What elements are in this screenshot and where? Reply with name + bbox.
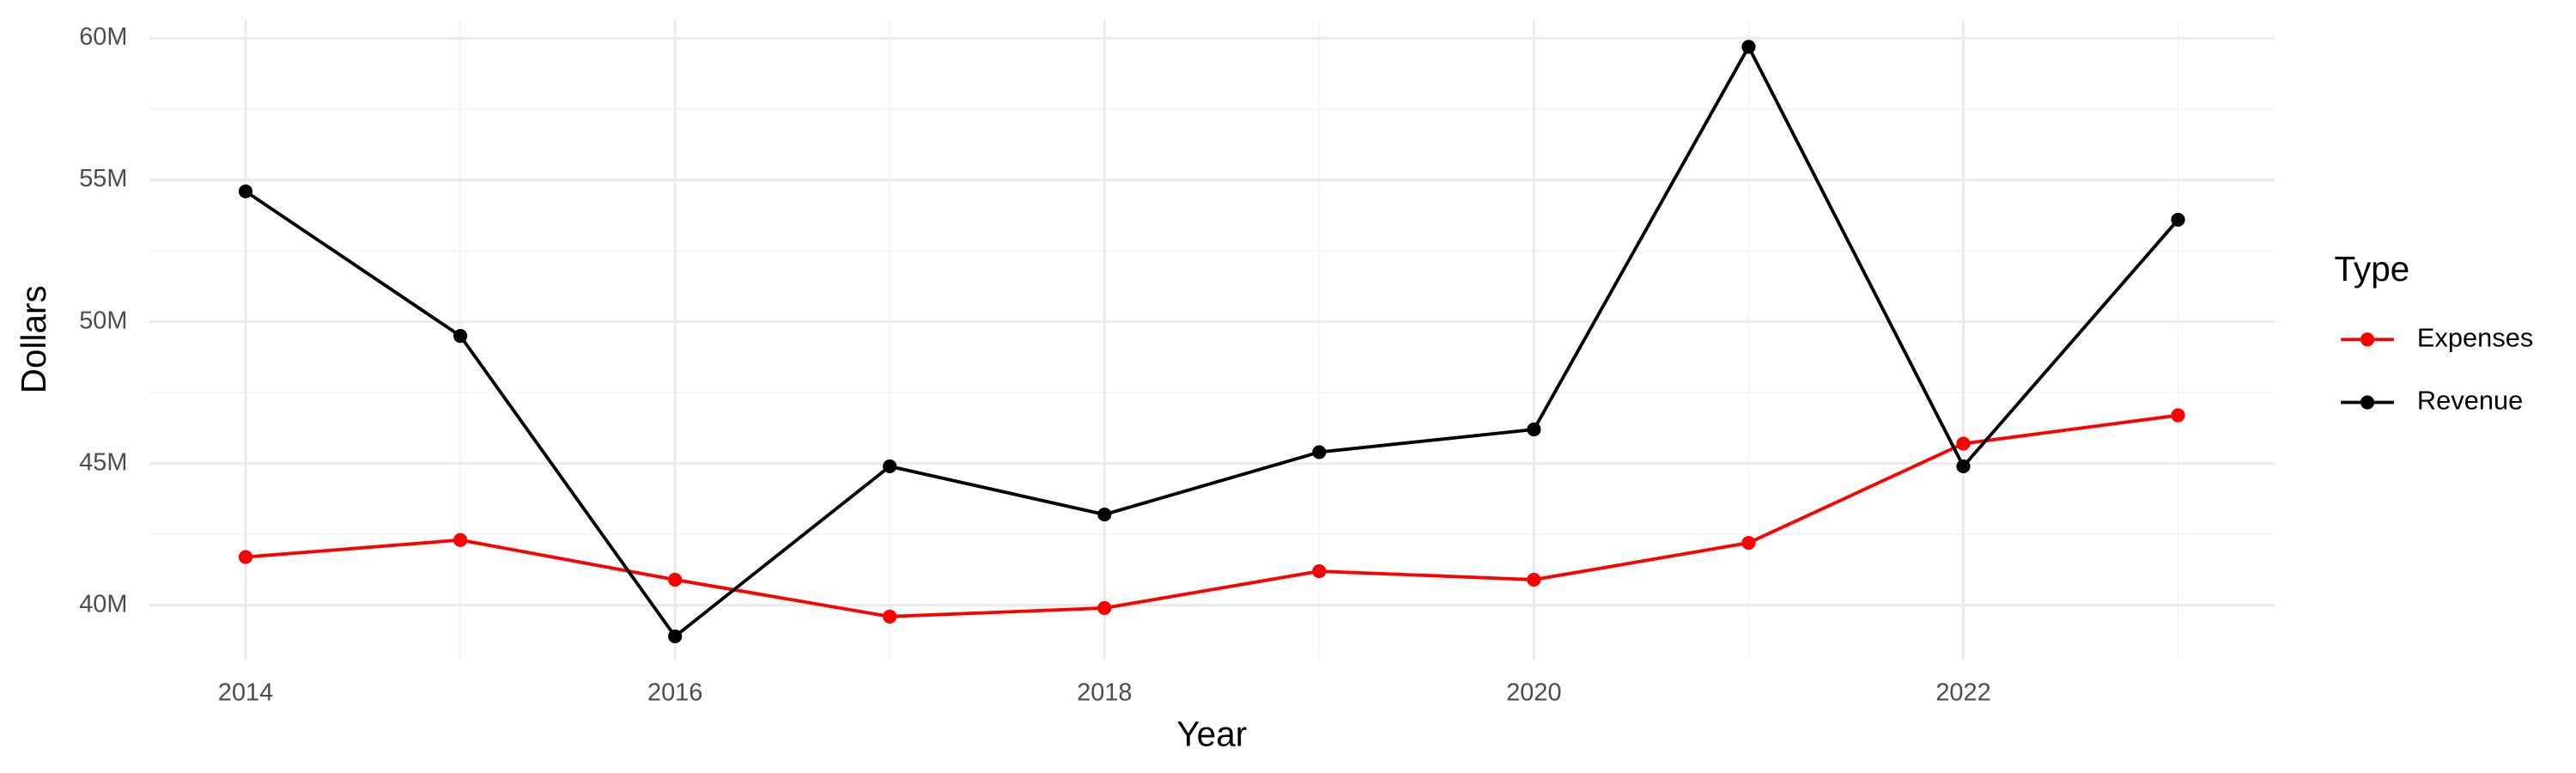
data-point — [2171, 212, 2185, 227]
x-tick-label: 2020 — [1506, 679, 1561, 706]
x-tick-label: 2018 — [1077, 679, 1132, 706]
grid — [149, 20, 2275, 660]
data-point — [1741, 535, 1756, 551]
y-tick-label: 50M — [79, 307, 127, 334]
data-point — [1956, 459, 1971, 474]
y-tick-label: 40M — [79, 590, 127, 618]
data-point — [2171, 408, 2185, 423]
series-line — [245, 413, 2178, 618]
x-axis-title: Year — [1176, 715, 1247, 754]
data-point — [238, 550, 253, 564]
data-point — [238, 184, 253, 198]
data-point — [1741, 40, 1756, 54]
y-tick-label: 45M — [79, 448, 127, 476]
y-tick-label: 55M — [79, 165, 127, 192]
x-tick-label: 2014 — [218, 679, 273, 706]
data-point — [1527, 422, 1541, 437]
data-point — [883, 459, 897, 474]
legend-title: Type — [2335, 249, 2410, 289]
legend-marker — [2360, 332, 2375, 347]
data-point — [453, 329, 468, 344]
data-point — [1097, 600, 1112, 616]
y-tick-label: 60M — [79, 23, 127, 51]
legend-label: Revenue — [2417, 386, 2523, 416]
data-point — [668, 629, 683, 644]
data-point — [1312, 563, 1327, 579]
y-axis-title: Dollars — [14, 285, 53, 393]
data-point — [453, 533, 468, 547]
data-point — [1956, 436, 1971, 451]
x-tick-label: 2022 — [1935, 679, 1990, 706]
data-point — [1097, 507, 1112, 522]
series-line — [244, 43, 2180, 639]
data-point — [1312, 445, 1327, 460]
legend-label: Expenses — [2417, 322, 2533, 352]
legend-marker — [2360, 395, 2375, 410]
x-tick-label: 2016 — [647, 679, 702, 706]
data-point — [883, 609, 897, 624]
data-point — [668, 572, 683, 587]
data-point — [1527, 572, 1541, 587]
